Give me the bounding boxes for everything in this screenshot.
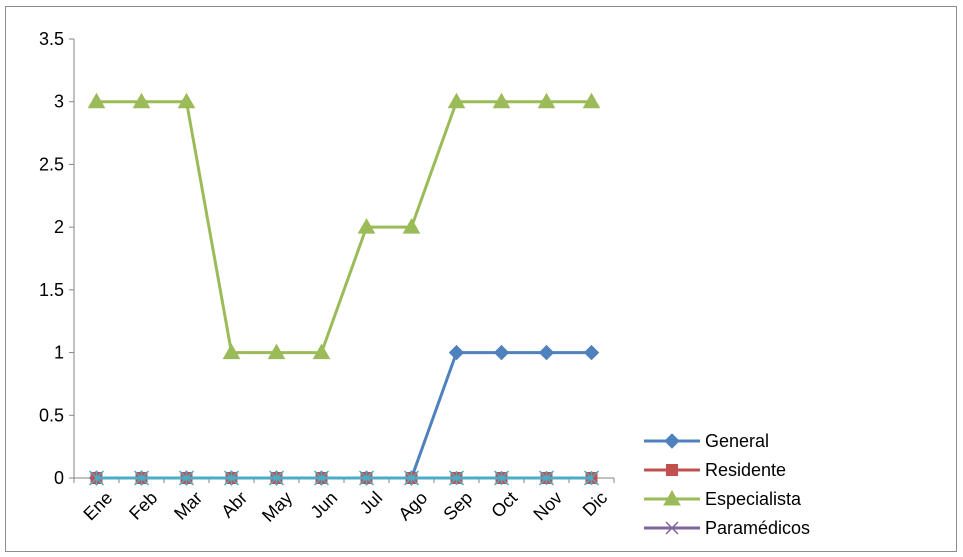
data-point [493,344,510,361]
y-tick-label: 0 [54,468,64,488]
y-tick-label: 1 [54,343,64,363]
data-point [492,92,511,109]
x-tick-label: Oct [487,488,521,522]
legend-entry: General [644,431,769,451]
series-especialista [87,92,601,360]
data-point [403,470,420,486]
legend-label: Residente [705,460,786,480]
x-tick-label: May [258,488,296,526]
data-point [537,92,556,109]
y-tick-label: 3 [54,92,64,112]
series-general [88,344,600,486]
y-tick-label: 0.5 [39,405,64,425]
x-tick-label: Nov [529,488,566,525]
data-point [133,470,150,486]
data-point [313,470,330,486]
series-line [96,100,592,355]
data-point [312,343,331,360]
y-tick-label: 1.5 [39,280,64,300]
data-point [538,344,555,361]
legend: General Residente Especialista Paramédicos [644,431,810,538]
x-tick-label: Abr [217,488,251,522]
data-point [177,92,196,109]
series-unnamed-4 [88,470,600,486]
legend-entry: Paramédicos [644,518,810,538]
legend-label: Especialista [705,489,802,509]
axes: 0 0.5 1 1.5 2 2.5 3 3.5 Ene Feb Mar Abr May Jun Jul Ago… [39,29,615,526]
y-tick-label: 2.5 [39,154,64,174]
x-tick-label: Ene [79,488,116,525]
legend-marker [663,489,681,506]
series-line [96,351,592,480]
data-point [402,218,421,234]
data-point [223,470,240,486]
x-tick-label: Jul [356,488,386,518]
legend-entry: Especialista [644,489,802,509]
data-point [358,470,375,486]
data-point [493,470,510,486]
x-tick-label: Jun [307,488,342,523]
x-tick-label: Sep [439,488,476,525]
data-point [222,343,241,360]
data-point [582,92,601,109]
data-point [88,470,105,486]
series-layer [87,92,601,486]
x-tick-label: Feb [125,488,161,524]
data-point [268,470,285,486]
legend-marker [664,433,680,449]
data-point [538,470,555,486]
data-point [448,470,465,486]
chart-area [5,6,957,552]
legend-marker [665,521,679,535]
data-point [583,470,600,486]
data-point [583,344,600,361]
y-tick-label: 3.5 [39,29,64,49]
legend-label: General [705,431,769,451]
x-tick-label: Mar [170,488,206,524]
y-tick-label: 2 [54,217,64,237]
x-tick-label: Ago [394,488,431,525]
data-point [267,343,286,360]
legend-entry: Residente [644,460,786,480]
data-point [357,218,376,234]
data-point [132,92,151,109]
legend-label: Paramédicos [705,518,810,538]
data-point [178,470,195,486]
x-tick-label: Dic [579,488,612,521]
data-point [448,344,465,361]
data-point [447,92,466,109]
data-point [87,92,106,109]
legend-marker [666,464,678,476]
